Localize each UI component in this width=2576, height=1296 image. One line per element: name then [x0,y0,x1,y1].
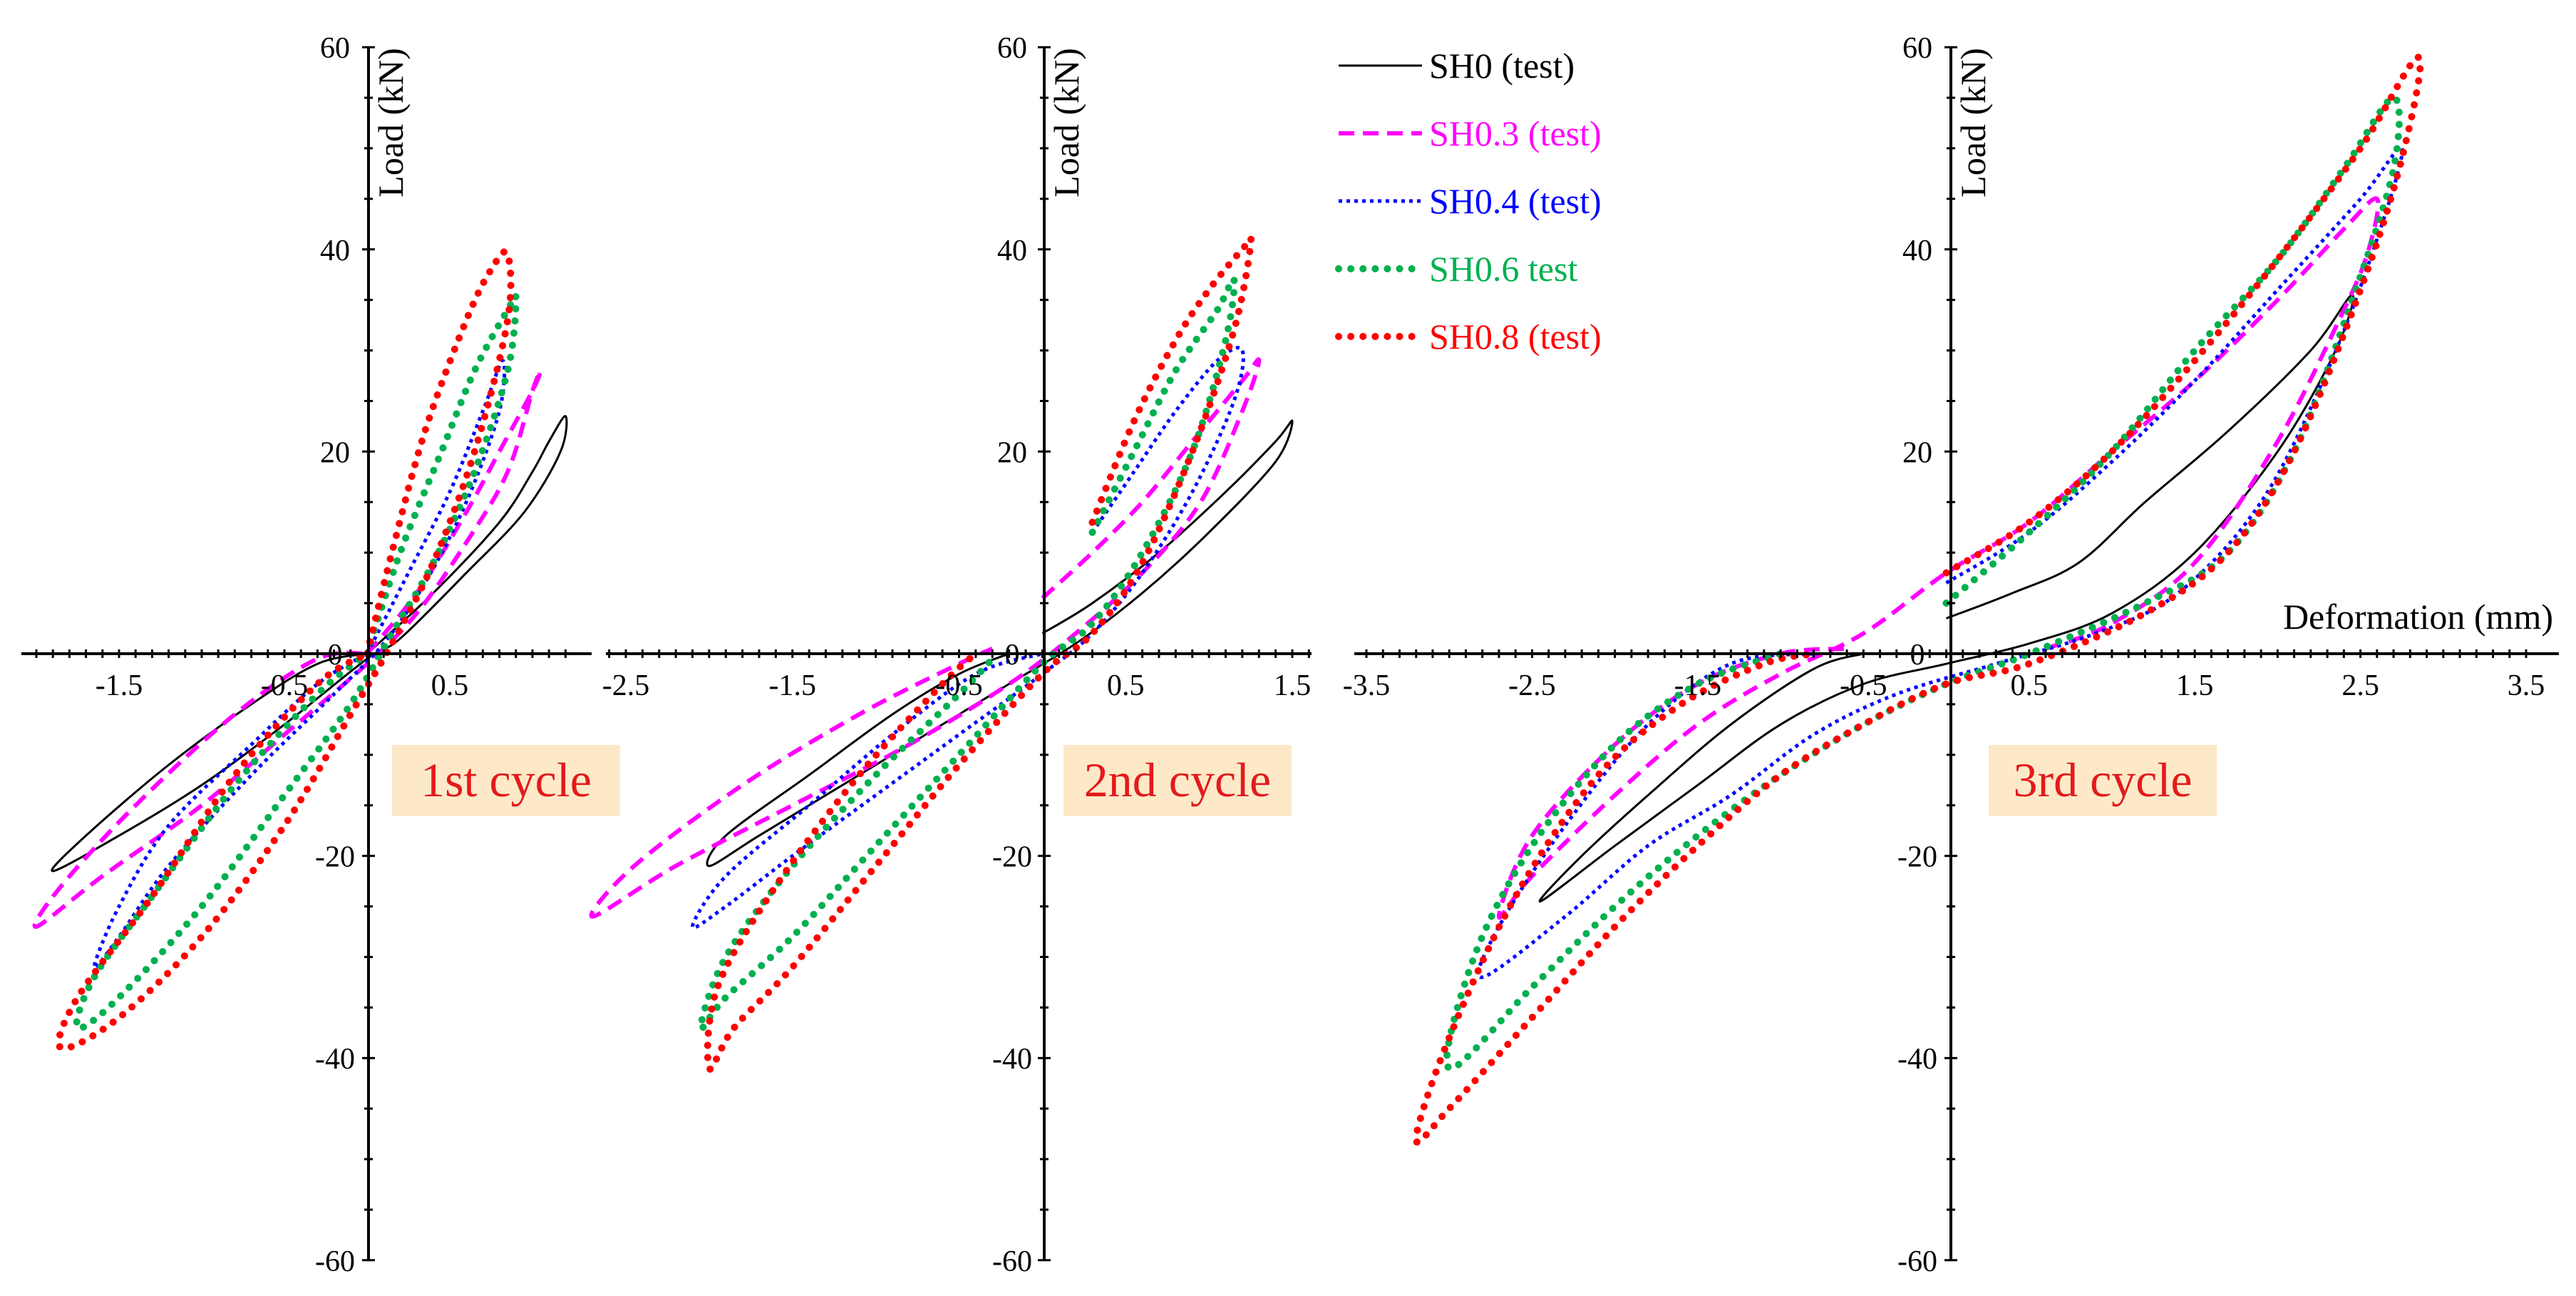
x-tick-label: -1.5 [96,669,143,702]
series-sh0-6-test-curve [1443,94,2404,1072]
y-tick-label: 20 [997,436,1027,469]
legend-entry: SH0.4 (test) [1339,181,1602,221]
cycle-annotation-box [1989,745,2217,816]
y-tick-label: -60 [992,1245,1032,1278]
x-tick-label: -0.5 [261,669,309,702]
y-tick-label: 60 [997,32,1027,65]
x-tick-label: 3.5 [2508,669,2545,702]
y-tick-label: 0 [1910,639,1925,672]
y-tick-label: -60 [1897,1245,1937,1278]
cycle-annotation-box [392,745,620,816]
y-tick-label: -40 [315,1043,355,1076]
x-tick-label: -2.5 [1508,669,1556,702]
series-sh0-test--curve [51,415,568,873]
cycle-annotation: 1st cycle [392,745,620,816]
panel-1: -1.5 -0.5 0.5 60 40 20 0 -20 -40 -60 Load (kN) 1st … [21,32,620,1278]
x-tick-label: 2.5 [2341,669,2379,702]
y-tick-label: 40 [320,235,350,267]
legend-label: SH0 (test) [1429,46,1575,86]
legend-label: SH0.8 (test) [1429,317,1602,356]
series-sh0-3-test--curve [1496,196,2381,920]
legend-label: SH0.4 (test) [1429,181,1602,221]
x-tick-label: -0.5 [1840,669,1887,702]
x-tick-label: -2.5 [602,669,650,702]
series-sh0-8-test--curve [1412,53,2424,1146]
series-sh0-8-test--curve [704,234,1255,1073]
panel-3: -3.5 -2.5 -1.5 -0.5 0.5 1.5 2.5 3.5 60 40 20 0 -20 -4… [1343,32,2559,1278]
series-sh0-8-test--curve [55,248,515,1052]
cycle-annotation: 3rd cycle [1989,745,2217,816]
cycle-annotation-label: 3rd cycle [2013,753,2192,807]
y-tick-label: 0 [328,639,343,672]
panel-2: -2.5 -1.5 -0.5 0.5 1.5 60 40 20 0 -20 -40 -60 Load (… [589,32,1312,1278]
legend-label: SH0.6 test [1429,249,1577,289]
series-sh0-test--curve [1538,294,2354,902]
y-axis-title: Load (kN) [1046,48,1086,197]
y-tick-label: -60 [315,1245,355,1278]
y-axis-title: Load (kN) [371,48,411,197]
y-tick-label: 40 [997,235,1027,267]
legend-entry: SH0 (test) [1339,46,1575,86]
x-tick-label: 1.5 [2176,669,2214,702]
x-tick-label: 0.5 [1107,669,1145,702]
x-axis-title: Deformation (mm) [2283,597,2553,637]
series-sh0-test--curve [706,419,1294,868]
legend-entry: SH0.6 test [1335,249,1577,289]
y-tick-label: 0 [1005,639,1020,672]
y-tick-label: 60 [320,32,350,65]
y-tick-label: 20 [320,436,350,469]
y-axis-title: Load (kN) [1953,48,1993,197]
x-tick-label: -0.5 [935,669,983,702]
y-tick-label: 60 [1902,32,1932,65]
series-sh0-4-test--curve [92,359,507,970]
legend-entry: SH0.8 (test) [1335,317,1602,356]
y-tick-label: -40 [992,1043,1032,1076]
x-tick-label: 0.5 [2010,669,2048,702]
y-tick-label: 20 [1902,436,1932,469]
x-tick-label: -1.5 [1674,669,1722,702]
legend-label: SH0.3 (test) [1429,113,1602,153]
cycle-annotation-box [1063,745,1292,816]
series-sh0-3-test--curve [589,357,1262,919]
legend-entry: SH0.3 (test) [1339,113,1602,153]
chart-legend: SH0 (test) SH0.3 (test) SH0.4 (test) SH0.6 … [1335,46,1602,356]
x-tick-label: 1.5 [1274,669,1312,702]
y-tick-label: 40 [1902,235,1932,267]
y-tick-label: -20 [315,841,355,874]
series-sh0-4-test--curve [1476,145,2404,979]
y-tick-label: -40 [1897,1043,1937,1076]
cycle-annotation: 2nd cycle [1063,745,1292,816]
x-tick-label: -3.5 [1343,669,1391,702]
series-sh0-6-test-curve [73,292,520,1032]
y-tick-label: -20 [1897,841,1937,874]
x-tick-label: 0.5 [431,669,469,702]
series-sh0-4-test--curve [691,346,1245,930]
cycle-annotation-label: 2nd cycle [1084,753,1271,807]
cycle-annotation-label: 1st cycle [421,753,592,807]
y-tick-label: -20 [992,841,1032,874]
x-tick-label: -1.5 [769,669,817,702]
